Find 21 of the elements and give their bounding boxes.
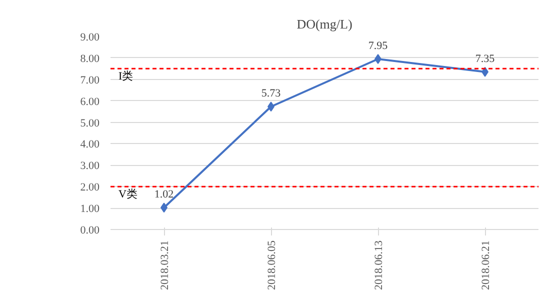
x-tick-label: 2018.03.21	[159, 240, 171, 290]
x-tick-label: 2018.06.05	[266, 240, 278, 290]
y-tick-label: 9.00	[80, 32, 100, 44]
data-label: 5.73	[261, 88, 282, 100]
x-tick-label: 2018.06.13	[373, 240, 385, 290]
data-label: 7.95	[368, 40, 388, 52]
x-tick-label: 2018.06.21	[480, 240, 492, 290]
y-tick-label: 7.00	[80, 74, 100, 86]
y-tick-label: 6.00	[80, 96, 100, 108]
data-label: 1.02	[154, 188, 174, 201]
y-tick-label: 2.00	[80, 182, 100, 194]
y-tick-label: 3.00	[80, 160, 100, 172]
chart-title: DO(mg/L)	[296, 16, 352, 32]
y-tick-label: 1.00	[80, 203, 100, 216]
data-label: 7.35	[475, 52, 496, 65]
y-tick-label: 4.00	[80, 138, 100, 151]
y-tick-label: 0.00	[80, 224, 100, 236]
y-tick-label: 8.00	[80, 52, 100, 65]
ref-line-label: V类	[118, 188, 138, 201]
ref-line-label: I类	[118, 70, 134, 83]
y-tick-label: 5.00	[80, 117, 100, 130]
